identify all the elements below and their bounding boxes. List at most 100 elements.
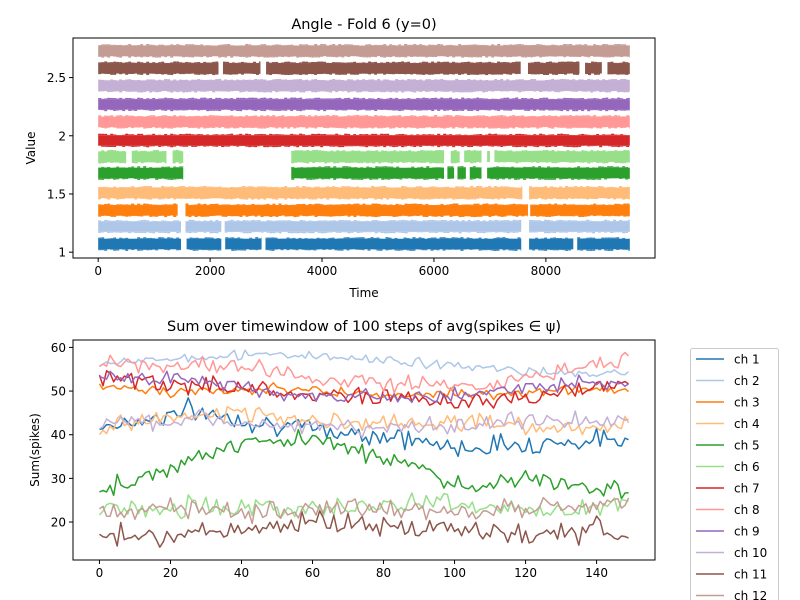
band-texture [614,115,618,117]
band-texture [383,90,387,93]
band-texture [170,127,174,129]
band-texture [533,61,537,64]
band-texture [125,90,129,92]
band-texture [577,231,581,233]
band-texture [287,145,291,147]
band-texture [218,78,222,81]
band-texture [547,219,551,222]
band-texture [158,44,162,46]
band-texture [354,161,358,163]
band-texture [290,231,294,234]
band-texture [625,198,629,199]
band-texture [167,73,171,75]
band-texture [595,198,599,200]
band-texture [553,237,557,239]
band-texture [203,215,207,217]
band-texture [263,90,267,93]
band-texture [602,115,606,117]
band-texture [158,90,162,93]
band-texture [206,115,210,117]
band-texture [203,97,207,100]
band-texture [344,231,348,233]
band-texture [98,56,102,57]
band-texture [200,215,204,217]
band-texture [287,220,291,222]
band-texture [557,90,561,93]
band-texture [431,61,435,64]
band-texture [116,198,120,200]
band-texture [577,178,581,180]
band-texture [383,56,387,58]
band-texture [302,220,306,222]
band-texture [358,237,362,239]
band-texture [351,167,355,168]
band-texture [329,98,333,100]
band-texture [438,167,442,168]
band-texture [608,150,612,152]
band-texture [556,167,560,168]
band-texture [602,44,606,46]
band-texture [137,97,141,100]
band-texture [255,73,259,75]
band-texture [500,127,504,129]
band-texture [586,198,590,200]
band-texture [209,79,213,81]
band-texture [239,56,243,57]
band-texture [116,61,120,64]
band-texture [386,133,390,136]
band-texture [461,115,465,117]
band-texture [425,198,429,200]
band-texture [383,204,387,206]
band-texture [188,215,192,218]
band-texture [374,145,378,147]
band-texture [338,109,342,111]
band-texture [500,78,504,81]
band-texture [496,237,500,239]
band-texture [224,127,228,129]
band-texture [622,166,626,168]
band-texture [431,219,435,222]
band-texture [197,134,201,136]
band-texture [580,178,584,180]
band-texture [312,149,316,152]
band-texture [212,231,216,234]
band-texture [404,220,408,222]
band-texture [401,198,405,200]
band-texture [390,166,394,168]
band-texture [176,204,178,206]
band-texture [520,249,522,251]
band-texture [597,73,601,75]
band-texture [140,98,144,100]
band-texture [311,127,315,128]
band-ch-7 [98,133,630,148]
band-texture [547,178,551,180]
band-texture [497,198,501,200]
band-texture [326,215,330,217]
band-texture [563,56,567,58]
band-texture [353,45,357,46]
band-texture [137,115,141,117]
band-texture [281,56,285,58]
band-texture [524,145,528,148]
band-texture [113,44,117,46]
band-texture [515,56,519,57]
band-texture [296,145,300,148]
band-texture [296,79,300,81]
band-texture [164,150,167,152]
band-texture [248,90,252,92]
band-texture [293,127,297,129]
band-texture [593,44,597,46]
band-texture [188,231,192,234]
band-texture [185,187,189,188]
band-texture [623,109,627,111]
band-texture [260,127,264,129]
band-texture [623,149,627,152]
band-texture [452,73,456,75]
band-texture [350,145,354,147]
band-texture [318,150,322,152]
band-texture [596,161,600,164]
band-texture [309,178,313,180]
band-texture [407,215,411,217]
band-texture [306,167,310,168]
band-texture [392,231,396,234]
